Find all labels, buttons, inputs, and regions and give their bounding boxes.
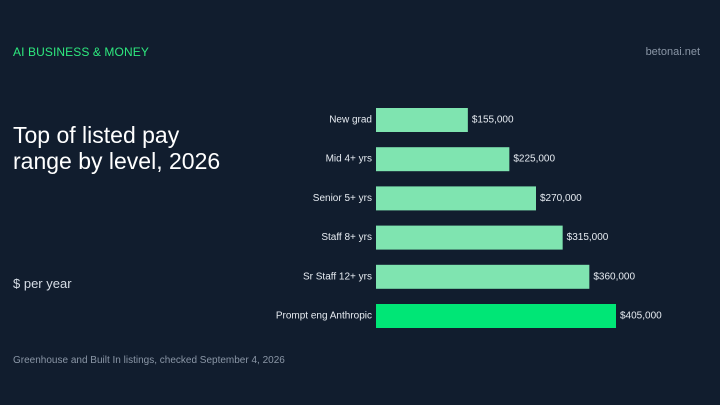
category-label-0: New grad [329,115,372,126]
bar-0 [376,108,468,132]
bar-1 [376,147,510,172]
value-label-0: $155,000 [472,115,514,126]
unit-label: $ per year [13,276,72,291]
value-label-1: $225,000 [513,154,555,165]
bar-4 [376,264,590,289]
bar-3 [376,225,563,250]
chart-title: Top of listed pay range by level, 2026 [13,122,221,174]
value-label-5: $405,000 [620,311,662,322]
value-label-2: $270,000 [540,193,582,204]
category-label-1: Mid 4+ yrs [326,154,372,165]
category-label-4: Sr Staff 12+ yrs [303,271,372,282]
category-label-5: Prompt eng Anthropic [276,311,372,322]
bar-5 [376,304,616,328]
source-note: Greenhouse and Built In listings, checke… [13,355,285,366]
section-kicker: AI BUSINESS & MONEY [13,45,149,59]
bar-2 [376,186,536,211]
site-name: betonai.net [645,46,700,58]
value-label-3: $315,000 [567,232,609,243]
category-label-3: Staff 8+ yrs [321,232,372,243]
category-label-2: Senior 5+ yrs [313,193,372,204]
value-label-4: $360,000 [593,271,635,282]
